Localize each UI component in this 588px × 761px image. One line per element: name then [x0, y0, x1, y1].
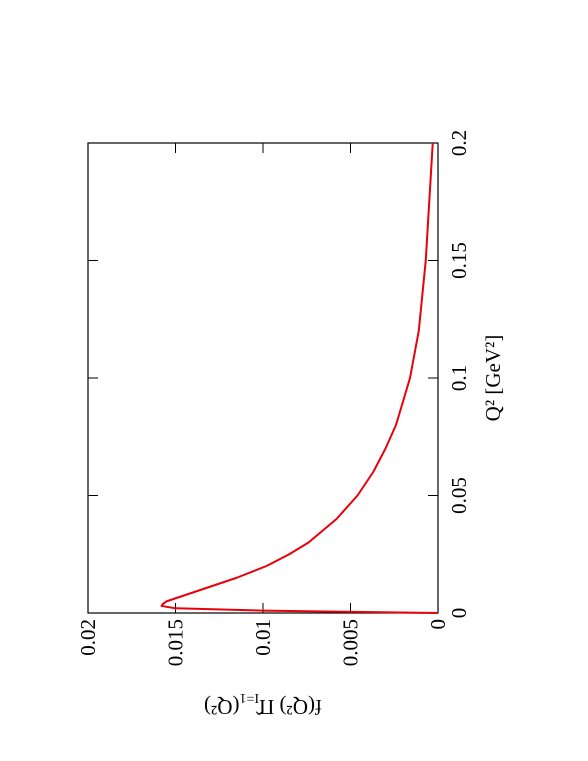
x-axis-label: Q² [GeV²] — [481, 335, 505, 422]
y-label-main: f(Q²) Π̂ — [255, 695, 322, 719]
x-tick-label: 0.2 — [447, 130, 471, 156]
x-tick-label: 0.05 — [447, 477, 471, 514]
y-label-tail: (Q²) — [204, 695, 239, 719]
y-tick-label: 0 — [426, 619, 450, 630]
rotated-plot: Q² [GeV²] f(Q²) Π̂I=1(Q²) 0 0.05 0.1 0.15 0.… — [76, 130, 505, 719]
y-label-subscript: I=1 — [240, 690, 260, 705]
y-axis-label: f(Q²) Π̂I=1(Q²) — [204, 690, 322, 719]
data-line — [160, 142, 439, 614]
x-tick-label: 0.15 — [447, 242, 471, 279]
x-tick-label: 0.1 — [447, 365, 471, 391]
y-tick-label: 0.005 — [339, 619, 363, 666]
y-tick-label: 0.01 — [251, 619, 275, 656]
x-tick-label: 0 — [447, 608, 471, 619]
plot-frame — [87, 142, 439, 614]
y-tick-label: 0.015 — [164, 619, 188, 666]
y-tick-label: 0.02 — [76, 619, 100, 656]
